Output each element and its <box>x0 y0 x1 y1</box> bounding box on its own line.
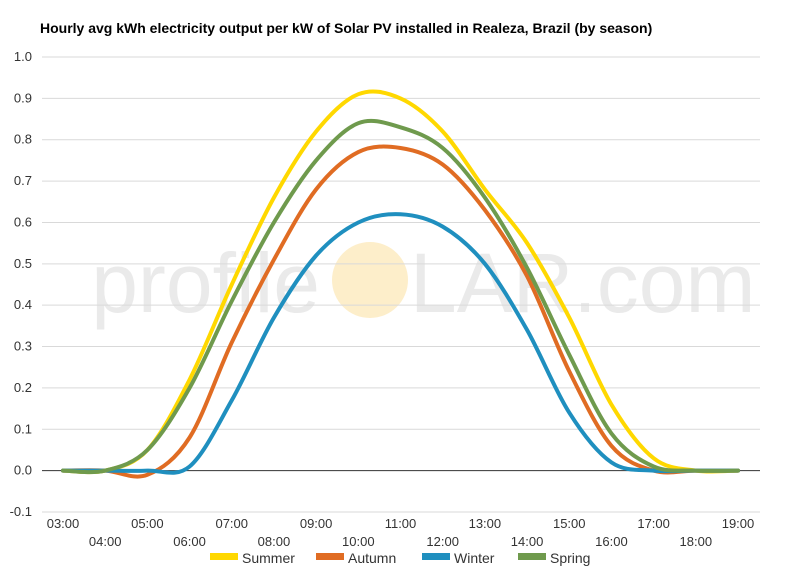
y-tick-label: 0.7 <box>14 173 32 188</box>
y-tick-label: 0.3 <box>14 339 32 354</box>
x-tick-label: 15:00 <box>553 516 586 531</box>
y-tick-label: 0.0 <box>14 463 32 478</box>
x-tick-label: 11:00 <box>385 516 417 531</box>
y-tick-label: 0.8 <box>14 132 32 147</box>
y-tick-label: 0.4 <box>14 297 32 312</box>
x-tick-label: 08:00 <box>258 534 291 549</box>
grid <box>42 56 760 513</box>
chart-title: Hourly avg kWh electricity output per kW… <box>40 20 653 36</box>
x-tick-label: 14:00 <box>511 534 544 549</box>
x-tick-label: 12:00 <box>426 534 459 549</box>
legend-swatch-autumn <box>316 553 344 560</box>
y-tick-label: 0.5 <box>14 256 32 271</box>
legend-label-autumn: Autumn <box>348 550 396 566</box>
watermark-text-left: profile <box>91 236 320 330</box>
x-tick-label: 06:00 <box>173 534 206 549</box>
y-tick-label: 0.6 <box>14 214 32 229</box>
legend-swatch-spring <box>518 553 546 560</box>
legend-label-winter: Winter <box>454 550 495 566</box>
watermark: profile LAR.com <box>91 236 755 330</box>
series-line-autumn <box>61 144 740 479</box>
series-line-summer <box>61 89 740 475</box>
y-tick-label: -0.1 <box>10 504 32 519</box>
x-tick-label: 17:00 <box>637 516 670 531</box>
y-tick-label: 0.2 <box>14 380 32 395</box>
x-tick-label: 18:00 <box>680 534 713 549</box>
legend-label-summer: Summer <box>242 550 295 566</box>
legend-label-spring: Spring <box>550 550 590 566</box>
x-tick-label: 03:00 <box>47 516 80 531</box>
legend: Summer Autumn Winter Spring <box>210 550 590 566</box>
watermark-text-right: LAR.com <box>410 236 755 330</box>
x-tick-label: 05:00 <box>131 516 164 531</box>
x-tick-label: 19:00 <box>722 516 755 531</box>
x-tick-label: 10:00 <box>342 534 375 549</box>
x-tick-label: 16:00 <box>595 534 628 549</box>
x-tick-label: 07:00 <box>215 516 248 531</box>
watermark-sun-icon <box>332 242 408 318</box>
x-tick-label: 13:00 <box>469 516 502 531</box>
y-tick-label: 0.1 <box>14 421 32 436</box>
series-line-spring <box>61 118 740 475</box>
series-layer <box>61 89 740 479</box>
x-axis: 03:00 04:00 05:00 06:00 07:00 08:00 09:00 10:00… <box>47 516 755 549</box>
legend-swatch-summer <box>210 553 238 560</box>
x-tick-label: 04:00 <box>89 534 122 549</box>
series-line-winter <box>61 212 740 475</box>
x-tick-label: 09:00 <box>300 516 333 531</box>
legend-swatch-winter <box>422 553 450 560</box>
y-tick-label: 0.9 <box>14 90 32 105</box>
y-tick-label: 1.0 <box>14 49 32 64</box>
y-axis: -0.1 0.0 0.1 0.2 0.3 0.4 0.5 0.6 0.7 0.8 0.9 1.0 <box>10 49 32 519</box>
